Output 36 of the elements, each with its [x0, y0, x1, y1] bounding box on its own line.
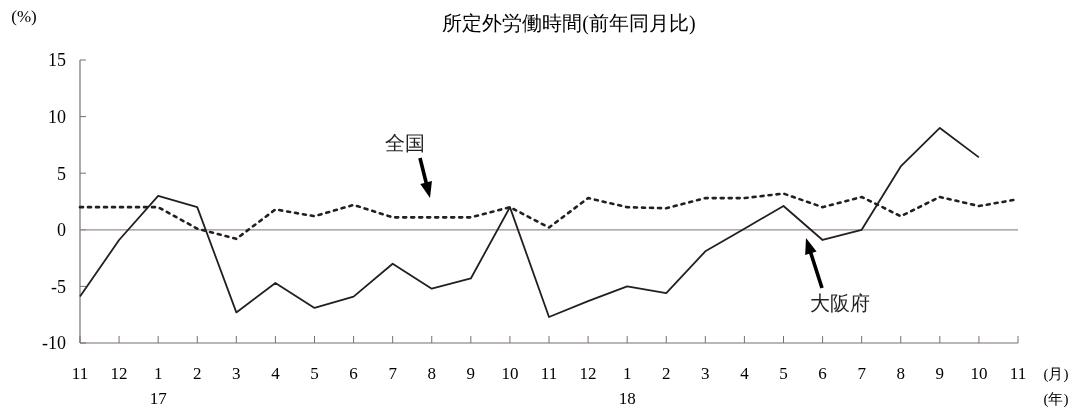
x-tick-label: 4	[740, 364, 750, 383]
y-axis-title: (%)	[11, 7, 37, 26]
x-tick-label: 5	[779, 364, 788, 383]
y-tick-label: 0	[57, 220, 66, 241]
y-tick-label: -5	[51, 276, 66, 297]
x-tick-label: 1 18	[618, 364, 636, 408]
x-tick-label: 5	[310, 364, 319, 383]
text: 大阪府	[810, 292, 870, 314]
chart-title: 所定外労働時間(前年同月比)	[442, 12, 696, 35]
x-tick-label: 12	[110, 364, 128, 383]
y-tick-label: 10	[48, 106, 66, 127]
x-tick-label: 8	[896, 364, 905, 383]
x-tick-label: 10	[970, 364, 988, 383]
x-tick-label: 11	[540, 364, 558, 383]
x-tick-label: 6	[349, 364, 358, 383]
x-tick-label: 10	[501, 364, 519, 383]
text: 全国	[385, 132, 425, 154]
x-axis-title: (月) (年)	[1043, 366, 1069, 408]
x-tick-label: 11	[71, 364, 89, 383]
x-tick-label: 3	[701, 364, 710, 383]
x-tick-label: 4	[271, 364, 281, 383]
y-tick-label: 5	[57, 163, 66, 184]
y-tick-label: 15	[48, 50, 66, 71]
x-tick-label: 1 17	[149, 364, 168, 408]
x-tick-label: 12	[579, 364, 597, 383]
x-tick-label: 2	[193, 364, 202, 383]
x-tick-label: 8	[427, 364, 436, 383]
x-tick-label: 9	[466, 364, 476, 383]
x-tick-label: 7	[857, 364, 867, 383]
x-tick-label: 3	[232, 364, 241, 383]
x-tick-label: 11	[1009, 364, 1027, 383]
y-tick-label: -10	[42, 333, 66, 354]
x-tick-label: 2	[662, 364, 671, 383]
x-tick-label: 9	[935, 364, 945, 383]
x-tick-label: 6	[818, 364, 827, 383]
x-tick-label: 7	[388, 364, 398, 383]
